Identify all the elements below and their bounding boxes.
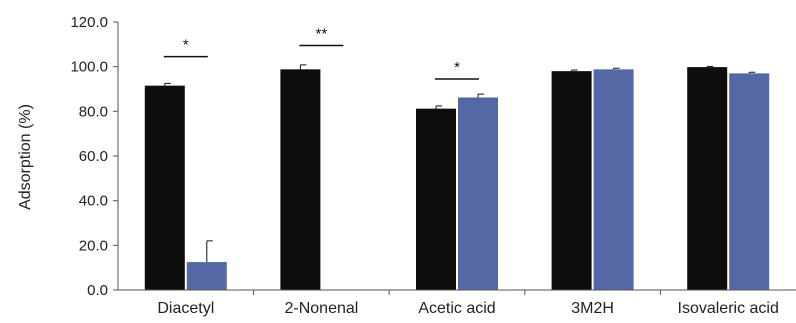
bar-series-1	[687, 67, 728, 290]
significance-marker: *	[183, 37, 189, 54]
y-tick-label: 120.0	[70, 14, 108, 31]
y-tick-label: 100.0	[70, 59, 108, 76]
category-label: 2-Nonenal	[284, 300, 358, 317]
y-axis-label: Adsorption (%)	[17, 104, 34, 210]
significance-marker: *	[454, 59, 460, 76]
category-label: Acetic acid	[418, 300, 495, 317]
bar-series-1	[416, 108, 456, 290]
bar-series-1	[551, 71, 592, 290]
category-label: Isovaleric acid	[678, 300, 779, 317]
category-label: 3M2H	[571, 300, 614, 317]
y-tick-label: 60.0	[79, 148, 108, 165]
category-label: Diacetyl	[157, 300, 214, 317]
bar-series-2	[186, 262, 227, 290]
y-tick-label: 0.0	[87, 282, 108, 299]
significance-marker: **	[316, 25, 328, 42]
bar-series-1	[280, 69, 321, 290]
y-tick-label: 80.0	[79, 103, 108, 120]
bar-series-2	[458, 97, 498, 290]
y-tick-label: 20.0	[79, 237, 108, 254]
bar-series-1	[144, 85, 185, 291]
y-tick-label: 40.0	[79, 193, 108, 210]
bar-series-2	[729, 73, 770, 290]
bar-series-2	[593, 69, 634, 290]
